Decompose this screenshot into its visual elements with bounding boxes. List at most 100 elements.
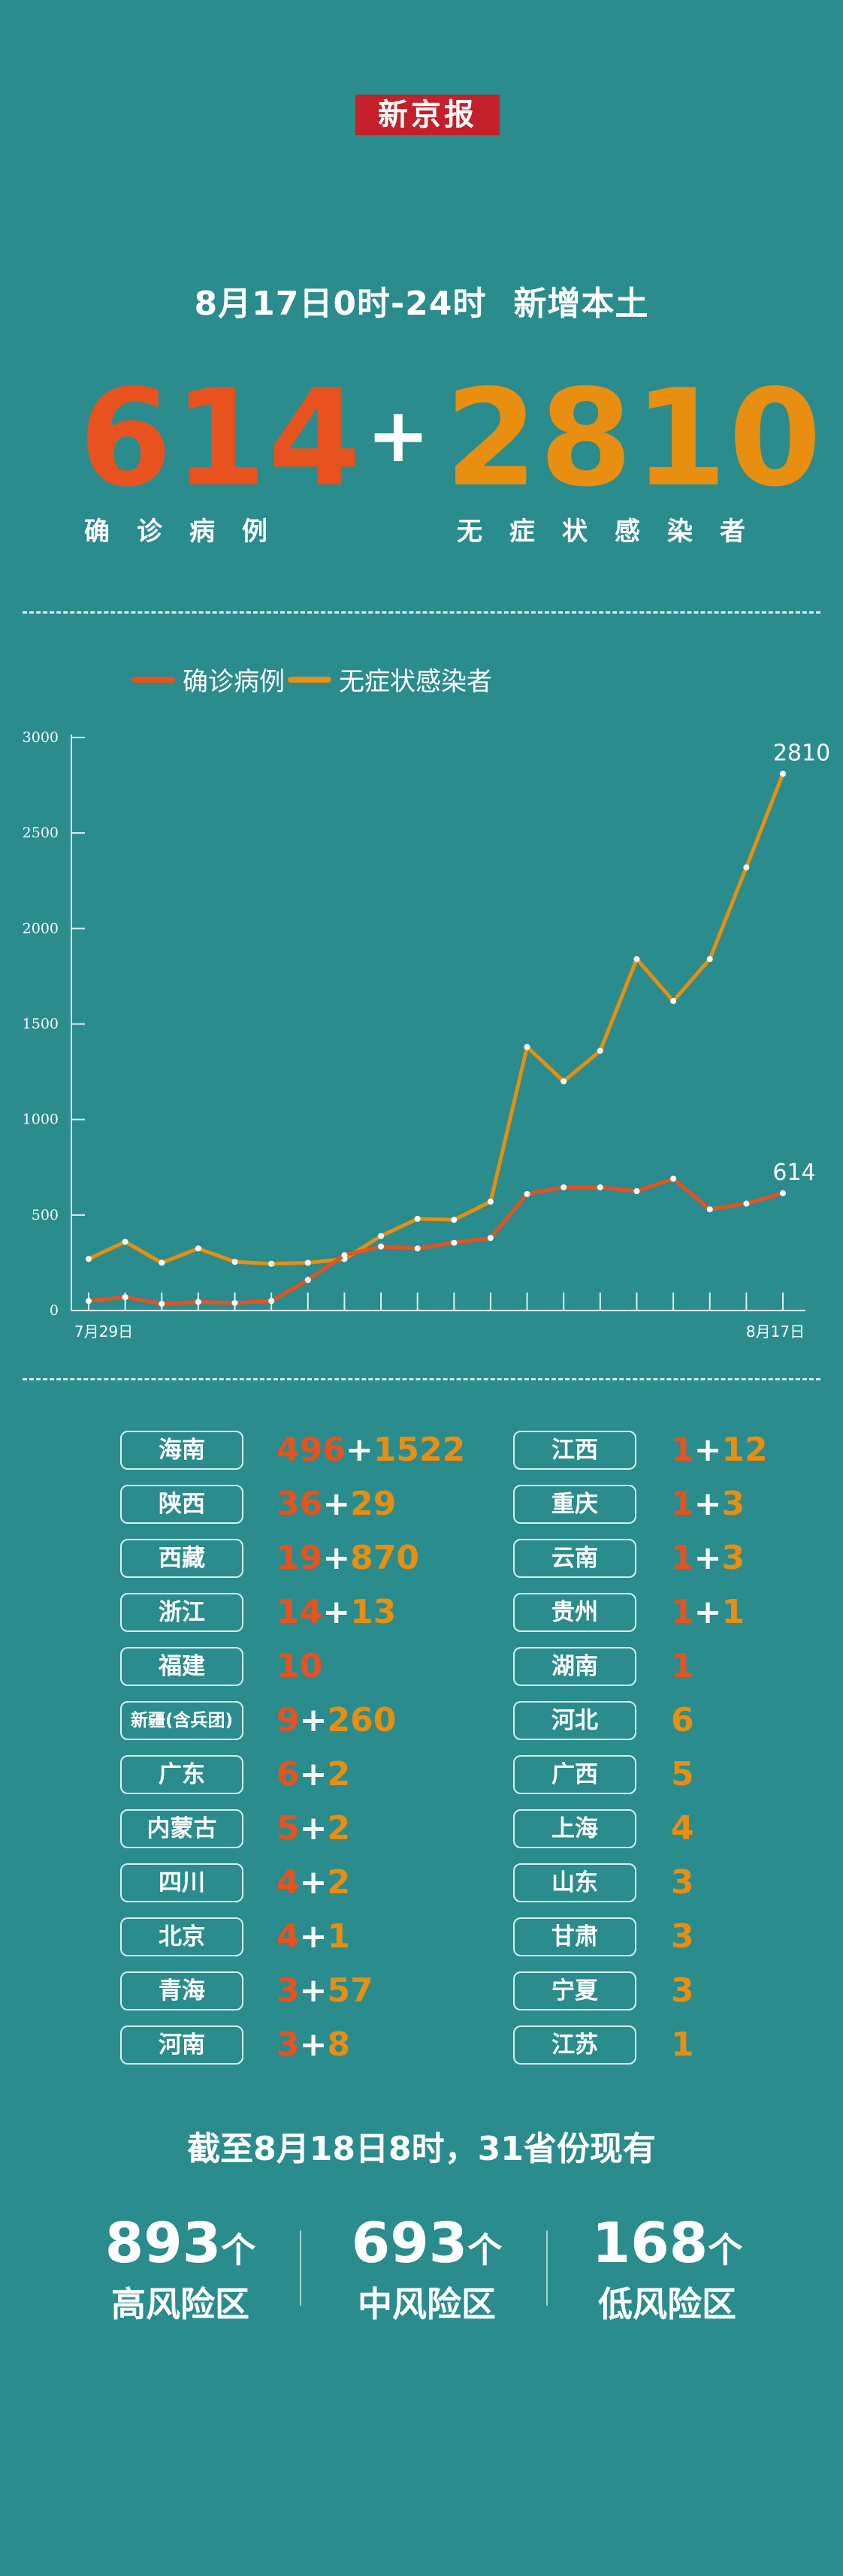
data-point <box>670 997 677 1004</box>
confirmed-count: 14 <box>276 1593 323 1631</box>
asymptomatic-count: 3 <box>671 1863 694 1902</box>
date-range: 8月17日0时-24时 <box>194 285 487 323</box>
province-value: 1+1 <box>671 1591 745 1633</box>
risk-low-count: 168 <box>591 2211 709 2276</box>
asymptomatic-count: 6 <box>671 1701 694 1739</box>
province-value: 4 <box>671 1808 694 1850</box>
data-point <box>122 1294 128 1301</box>
headline: 8月17日0时-24时 新增本土 <box>0 276 843 324</box>
data-point <box>597 1048 603 1054</box>
province-name: 江西 <box>513 1431 636 1470</box>
confirmed-count: 1 <box>671 1485 694 1523</box>
y-tick-label: 2000 <box>23 920 59 937</box>
legend-label-asymptomatic: 无症状感染者 <box>339 667 492 697</box>
asymptomatic-count: 1 <box>327 1917 351 1956</box>
province-name: 重庆 <box>513 1485 636 1524</box>
confirmed-count: 6 <box>276 1755 300 1793</box>
asymptomatic-count: 1 <box>721 1593 745 1631</box>
data-point <box>231 1259 238 1265</box>
confirmed-count: 36 <box>276 1485 323 1523</box>
data-point <box>451 1239 458 1246</box>
plus-sign: + <box>693 1593 722 1631</box>
legend-swatch-confirmed <box>131 676 175 683</box>
risk-low-label: 低风险区 <box>598 2284 736 2324</box>
asymptomatic-count: 8 <box>327 2026 351 2064</box>
data-point <box>780 1190 786 1196</box>
plus-sign: + <box>322 1593 351 1631</box>
data-point <box>706 956 713 963</box>
data-point <box>743 864 750 870</box>
risk-low-unit: 个 <box>708 2230 743 2270</box>
data-point <box>597 1184 603 1190</box>
x-tick-label: 8月17日 <box>746 1323 805 1341</box>
province-value: 1 <box>671 2024 694 2066</box>
data-point <box>378 1243 385 1250</box>
asymptomatic-count: 3 <box>671 1917 694 1956</box>
separator <box>546 2231 548 2306</box>
x-tick-label: 7月29日 <box>74 1323 133 1341</box>
province-name: 福建 <box>120 1647 243 1686</box>
y-tick-label: 500 <box>32 1207 59 1223</box>
category: 新增本土 <box>513 285 649 323</box>
province-value: 36+29 <box>276 1483 396 1525</box>
asymptomatic-count: 3 <box>671 1971 694 2010</box>
province-name: 西藏 <box>120 1539 243 1578</box>
y-tick-label: 0 <box>50 1302 59 1319</box>
province-value: 5+2 <box>276 1808 350 1850</box>
data-point <box>633 956 640 963</box>
risk-medium: 693个 中风险区 <box>314 2216 539 2327</box>
province-value: 6 <box>671 1700 694 1742</box>
plus-sign: + <box>299 1701 328 1739</box>
data-point <box>670 1175 677 1182</box>
data-point <box>524 1044 530 1051</box>
plus-sign: + <box>299 1755 328 1793</box>
confirmed-count: 1 <box>671 1431 694 1469</box>
province-value: 3 <box>671 1862 694 1904</box>
risk-low: 168个 低风险区 <box>554 2216 780 2327</box>
data-point <box>122 1238 128 1245</box>
asymptomatic-count: 2 <box>327 1755 351 1793</box>
province-value: 9+260 <box>276 1700 396 1742</box>
y-tick-label: 1500 <box>23 1016 59 1033</box>
province-value: 1+3 <box>671 1483 745 1525</box>
confirmed-count: 9 <box>276 1701 300 1739</box>
chart-legend: 确诊病例 无症状感染者 <box>131 661 495 698</box>
confirmed-count: 4 <box>276 1863 300 1902</box>
asymptomatic-count: 2 <box>327 1809 351 1848</box>
series-line <box>86 771 785 1266</box>
asymptomatic-count: 29 <box>350 1485 397 1523</box>
province-name: 贵州 <box>513 1593 636 1632</box>
province-value: 3 <box>671 1916 694 1958</box>
data-point <box>451 1217 458 1223</box>
province-name: 陕西 <box>120 1485 243 1524</box>
province-value: 19+870 <box>276 1537 419 1579</box>
province-value: 3+8 <box>276 2024 350 2066</box>
confirmed-count: 1 <box>671 1647 694 1685</box>
asymptomatic-count: 870 <box>350 1539 419 1577</box>
data-point <box>195 1299 201 1305</box>
data-point <box>159 1301 165 1308</box>
y-tick-label: 1000 <box>23 1112 59 1128</box>
plus-sign: + <box>693 1485 722 1523</box>
data-point <box>268 1298 275 1305</box>
plus-sign: + <box>299 1809 328 1848</box>
asymptomatic-count: 57 <box>327 1971 373 2010</box>
province-value: 4+1 <box>276 1916 350 1958</box>
province-name: 青海 <box>120 1971 243 2010</box>
risk-high-unit: 个 <box>221 2230 256 2270</box>
plus-sign: + <box>693 1539 722 1577</box>
data-point <box>378 1232 385 1239</box>
asymptomatic-count: 3 <box>721 1485 745 1523</box>
asymptomatic-label: 无症状感染者 <box>457 517 772 547</box>
province-value: 3 <box>671 1970 694 2012</box>
province-name: 海南 <box>120 1431 243 1470</box>
series-line <box>86 1177 785 1306</box>
legend-item-confirmed: 确诊病例 <box>131 661 285 698</box>
asymptomatic-count: 13 <box>350 1593 397 1631</box>
asymptomatic-count: 3 <box>721 1539 745 1577</box>
province-value: 6+2 <box>276 1754 350 1796</box>
end-label-confirmed: 614 <box>772 1160 815 1186</box>
legend-label-confirmed: 确诊病例 <box>183 667 285 697</box>
province-value: 3+57 <box>276 1970 373 2012</box>
confirmed-count: 496 <box>276 1431 346 1469</box>
